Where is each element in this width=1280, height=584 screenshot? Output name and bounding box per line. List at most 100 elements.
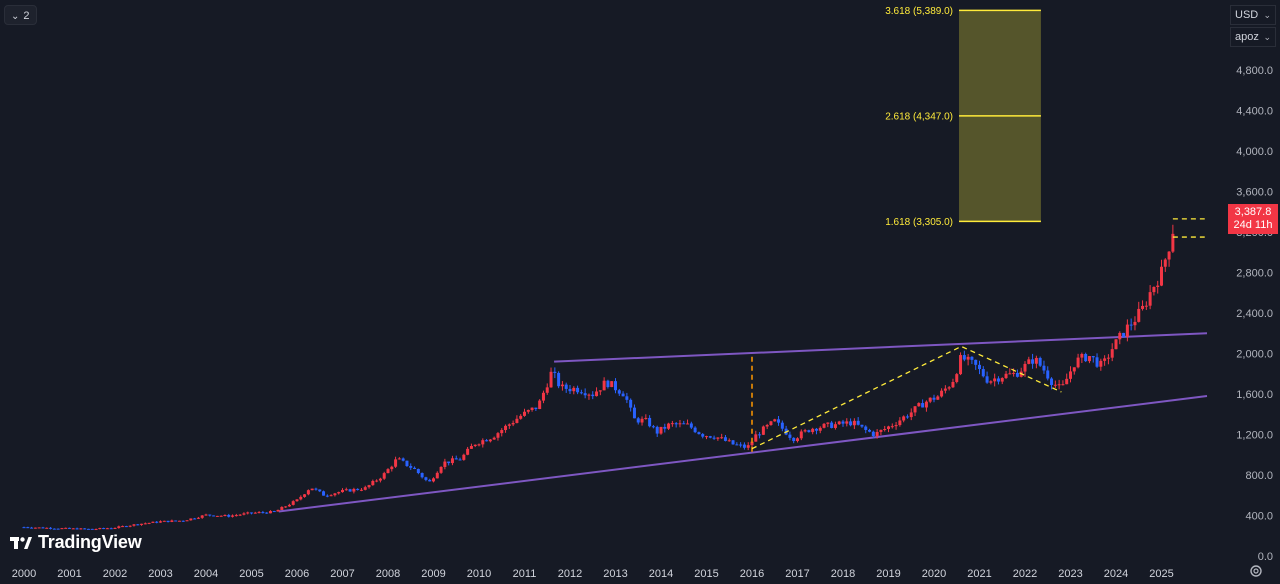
candle-body — [253, 512, 257, 514]
candle-body — [276, 509, 280, 512]
scale-mode-label: apoz — [1235, 31, 1259, 43]
candle-body — [322, 491, 326, 496]
candle-body — [1057, 384, 1061, 386]
candle-body — [284, 506, 288, 508]
trendlines[interactable] — [278, 332, 1208, 513]
candle-body — [147, 522, 151, 524]
candle-body — [162, 520, 166, 522]
candle-body — [928, 397, 932, 402]
candle-body — [507, 424, 511, 426]
tradingview-logo[interactable]: TradingView — [10, 532, 142, 553]
candle-body — [90, 528, 94, 530]
price-axis[interactable]: 0.0 400.0 800.0 1,200.0 1,600.0 2,000.0 2,400.… — [1236, 65, 1273, 563]
candle-body — [466, 448, 470, 455]
price-axis-tick-label: 4,000.0 — [1236, 146, 1273, 158]
candle-body — [1167, 251, 1171, 260]
price-axis-tick-label: 0.0 — [1258, 551, 1273, 563]
candle-body — [765, 424, 769, 427]
candle-body — [560, 384, 564, 387]
candle-body — [303, 494, 307, 497]
candle-body — [788, 434, 792, 438]
time-axis-tick-label: 2003 — [148, 568, 172, 580]
time-axis-tick-label: 2012 — [558, 568, 582, 580]
candle-body — [686, 423, 690, 425]
candle-body — [397, 458, 401, 460]
candle-body — [670, 423, 674, 425]
price-axis-tick-label: 1,200.0 — [1236, 430, 1273, 442]
candle-body — [488, 439, 492, 442]
currency-label: USD — [1235, 9, 1259, 21]
time-axis-tick-label: 2006 — [285, 568, 309, 580]
candle-body — [1038, 357, 1042, 366]
candle-body — [416, 468, 420, 474]
time-axis-tick-label: 2004 — [194, 568, 218, 580]
candle-body — [640, 418, 644, 423]
candle-body — [667, 423, 671, 429]
candle-body — [553, 371, 557, 373]
candle-body — [439, 466, 443, 473]
candle-body — [625, 396, 629, 400]
candle-body — [632, 407, 636, 419]
candle-body — [1103, 358, 1107, 361]
candle-body — [443, 461, 447, 467]
time-axis-tick-label: 2007 — [330, 568, 354, 580]
scale-mode-select[interactable]: apoz ⌄ — [1230, 27, 1276, 47]
price-axis-tick-label: 800.0 — [1245, 470, 1273, 482]
time-axis-tick-label: 2013 — [603, 568, 627, 580]
candle-body — [348, 489, 352, 492]
candle-body — [98, 528, 102, 530]
candle-body — [174, 520, 178, 522]
candle-body — [712, 437, 716, 439]
time-axis-tick-label: 2016 — [740, 568, 764, 580]
tradingview-logo-icon — [10, 536, 32, 549]
candle-body — [492, 437, 496, 440]
candle-body — [576, 387, 580, 393]
collapse-toolbar-button[interactable]: ⌄ 2 — [4, 5, 37, 25]
candle-body — [799, 431, 803, 439]
candle-body — [181, 520, 185, 522]
fib-level-label: 3.618 (5,389.0) — [885, 6, 953, 17]
candle-body — [856, 420, 860, 425]
candle-body — [113, 527, 117, 529]
candle-body — [1171, 233, 1175, 252]
candle-body — [469, 445, 473, 449]
candle-body — [1110, 349, 1114, 358]
candle-body — [86, 528, 90, 530]
price-axis-tick-label: 2,000.0 — [1236, 349, 1273, 361]
candle-body — [1122, 332, 1126, 337]
candle-body — [375, 480, 379, 482]
candle-body — [33, 527, 37, 529]
candle-body — [1084, 353, 1088, 362]
candle-body — [663, 426, 667, 429]
candle-body — [993, 378, 997, 382]
candle-body — [318, 489, 322, 492]
candle-body — [731, 440, 735, 445]
candle-body — [204, 514, 208, 516]
candle-body — [1095, 357, 1099, 367]
candle-body — [978, 364, 981, 370]
candle-body — [557, 372, 561, 387]
candle-body — [879, 429, 883, 432]
candle-body — [481, 440, 485, 445]
currency-select[interactable]: USD ⌄ — [1230, 5, 1276, 25]
candle-body — [1087, 356, 1091, 362]
candle-body — [405, 460, 409, 467]
candle-body — [356, 488, 360, 490]
candle-body — [37, 527, 41, 529]
candle-body — [337, 492, 341, 494]
settings-gear-icon[interactable] — [1249, 564, 1263, 578]
candle-body — [238, 514, 242, 516]
fibonacci-extension[interactable]: 1.618 (3,305.0) 2.618 (4,347.0) 3.618 (5,3… — [885, 6, 1041, 228]
candle-body — [727, 440, 731, 442]
candle-body — [1144, 305, 1148, 307]
time-axis[interactable]: 2000 2001 2002 2003 2004 2005 2006 2007 2008 2009… — [12, 568, 1174, 580]
candle-body — [52, 528, 56, 530]
candle-body — [128, 525, 132, 527]
candle-body — [121, 526, 125, 528]
candle-body — [1053, 384, 1057, 386]
candle-body — [409, 466, 413, 468]
time-axis-tick-label: 2002 — [103, 568, 127, 580]
candle-body — [651, 426, 655, 428]
candle-body — [735, 444, 739, 446]
